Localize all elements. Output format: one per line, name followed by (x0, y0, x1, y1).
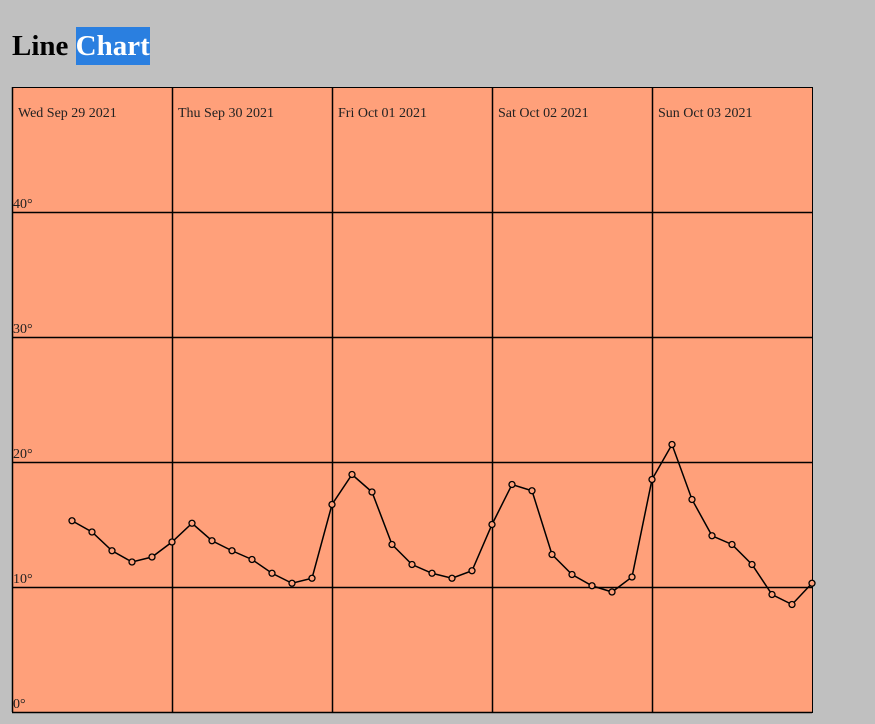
point (68, 517, 76, 525)
y-tick-label: 10° (13, 572, 33, 587)
point (128, 558, 136, 566)
line (71, 442, 813, 606)
plot-area (12, 87, 813, 713)
point (208, 537, 216, 545)
point (488, 520, 496, 529)
point (628, 573, 636, 581)
point (108, 547, 116, 555)
point (428, 569, 436, 577)
point (468, 567, 476, 575)
point (228, 547, 236, 555)
point (448, 574, 456, 582)
point (768, 590, 776, 599)
point (368, 488, 376, 496)
point (508, 480, 516, 489)
point (408, 560, 416, 569)
y-tick-label: 0° (13, 697, 26, 712)
point (708, 532, 716, 540)
x-tick-label: Thu Sep 30 2021 (178, 106, 274, 121)
point (568, 570, 576, 579)
point (548, 550, 556, 559)
x-tick-label: Wed Sep 29 2021 (18, 106, 117, 121)
point (308, 574, 316, 582)
y-tick-label: 40° (13, 197, 33, 212)
point (728, 540, 736, 549)
point (148, 553, 156, 561)
point (608, 588, 616, 596)
point (788, 600, 796, 609)
chart-title: Line Chart (12, 30, 150, 62)
point (588, 582, 596, 590)
point (288, 579, 296, 587)
point (808, 579, 816, 587)
point (348, 470, 356, 479)
point (328, 500, 336, 509)
point (168, 538, 176, 546)
point (528, 487, 536, 495)
x-tick-label: Sun Oct 03 2021 (658, 106, 753, 121)
point (748, 560, 756, 569)
point (668, 440, 676, 449)
point (188, 519, 196, 527)
point (648, 475, 656, 484)
point (248, 555, 256, 564)
point (88, 528, 96, 536)
x-tick-label: Fri Oct 01 2021 (338, 106, 427, 121)
point (688, 495, 696, 504)
point (388, 540, 396, 549)
point (268, 569, 276, 577)
x-tick-label: Sat Oct 02 2021 (498, 106, 589, 121)
y-tick-label: 30° (13, 322, 33, 337)
y-tick-label: 20° (13, 447, 33, 462)
